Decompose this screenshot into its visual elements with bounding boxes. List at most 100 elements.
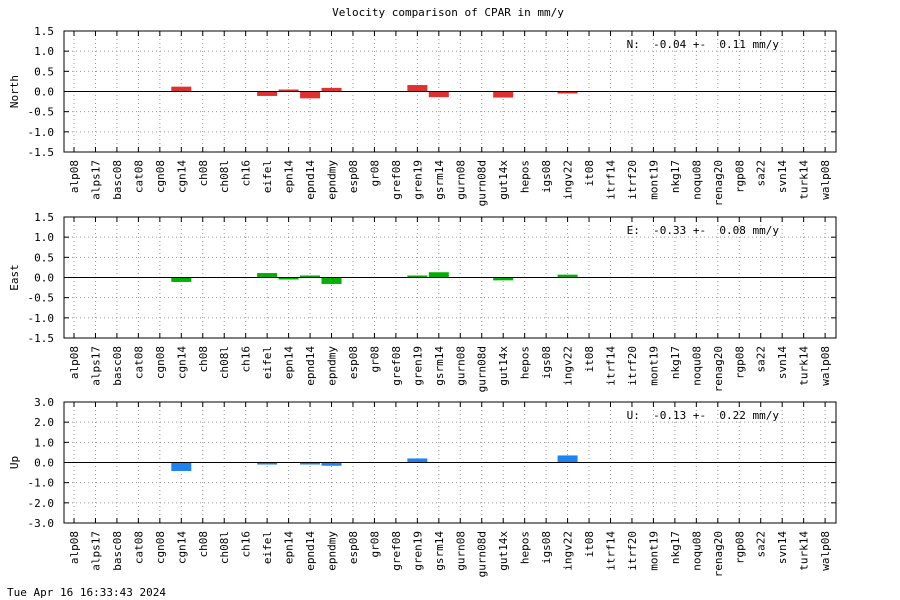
x-tick-label: gurn08 [454,346,467,386]
y-tick-label: 0.0 [34,457,54,470]
x-tick-label: cgn14 [175,160,188,193]
y-tick-label: 2.0 [34,416,54,429]
x-tick-label: gsrm14 [433,531,446,571]
x-tick-label: sa22 [755,160,768,187]
x-tick-label: hepos [519,346,532,379]
x-tick-label: esp08 [347,346,360,379]
x-tick-label: epnd14 [304,346,317,386]
y-tick-label: -3.0 [28,517,55,530]
bar-cgn14 [171,277,192,282]
x-tick-label: noqu08 [690,346,703,386]
x-tick-label: cat08 [132,160,145,193]
x-tick-label: alp08 [68,160,81,193]
x-tick-label: basc08 [111,531,124,571]
x-tick-label: ch08 [197,531,210,558]
bar-gut14x [493,91,514,98]
y-axis-label: North [8,75,21,108]
y-tick-label: 0.5 [34,251,54,264]
y-tick-label: 1.5 [34,25,54,38]
x-tick-label: igs08 [540,346,553,379]
bar-gsrm14 [428,91,449,98]
x-tick-label: it08 [583,346,596,373]
plot-frame [63,30,837,153]
y-tick-label: -1.0 [28,477,55,490]
x-tick-label: itrf14 [605,531,618,571]
x-tick-label: eifel [261,346,274,379]
x-tick-label: itrf20 [626,346,639,386]
x-tick-label: cgn08 [154,160,167,193]
x-tick-label: ingv22 [562,346,575,386]
x-tick-label: alp08 [68,531,81,564]
x-tick-label: rgp08 [733,160,746,193]
bar-cgn14 [171,462,192,471]
x-tick-label: gurn08 [454,531,467,571]
x-tick-label: walp08 [819,531,832,571]
y-tick-label: 1.0 [34,231,54,244]
bar-epnd14 [300,275,321,278]
x-tick-label: epnd14 [304,531,317,571]
x-tick-label: it08 [583,160,596,187]
y-tick-label: 1.0 [34,45,54,58]
panel-east: -1.5 -1.0 -0.5 0.0 0.5 1.0 1.5 alp08 alps17 basc0… [8,211,837,392]
timestamp-footer: Tue Apr 16 16:33:43 2024 [7,586,166,599]
bar-ingv22 [557,455,578,463]
x-tick-label: sa22 [755,531,768,558]
y-tick-label: 0.0 [34,86,54,99]
x-tick-label: walp08 [819,346,832,386]
bar-eifel [257,91,278,96]
bar-epndmy [321,277,342,284]
x-tick-label: basc08 [111,346,124,386]
x-tick-label: gren19 [411,346,424,386]
x-tick-label: gurn08d [476,160,489,206]
x-tick-label: epndmy [326,346,339,386]
x-tick-label: gren19 [411,160,424,200]
y-tick-label: -0.5 [28,292,55,305]
x-tick-label: turk14 [798,531,811,571]
x-tick-label: nkg17 [669,160,682,193]
y-tick-label: 1.0 [34,436,54,449]
x-tick-label: svn14 [776,531,789,564]
x-tick-label: esp08 [347,531,360,564]
x-tick-label: alps17 [89,531,102,571]
x-tick-label: rgp08 [733,531,746,564]
x-tick-label: cat08 [132,531,145,564]
bar-epn14 [278,277,299,280]
x-tick-label: igs08 [540,160,553,193]
bar-gren19 [407,275,428,278]
x-tick-label: gref08 [390,346,403,386]
x-tick-label: gr08 [368,160,381,187]
x-tick-label: epn14 [283,346,296,379]
x-tick-label: cat08 [132,346,145,379]
x-tick-label: renag20 [712,531,725,577]
x-tick-label: gsrm14 [433,346,446,386]
x-tick-label: alps17 [89,346,102,386]
x-tick-label: itrf14 [605,346,618,386]
bar-ingv22 [557,91,578,94]
x-tick-label: eifel [261,160,274,193]
x-tick-label: alp08 [68,346,81,379]
plot-frame [63,216,837,339]
x-tick-label: gut14x [497,160,510,200]
x-tick-label: noqu08 [690,531,703,571]
x-tick-label: gref08 [390,531,403,571]
x-tick-label: sa22 [755,346,768,373]
x-tick-label: ch16 [240,160,253,187]
x-tick-label: gr08 [368,346,381,373]
x-tick-label: gsrm14 [433,160,446,200]
bar-gren19 [407,458,428,463]
chart-title: Velocity comparison of CPAR in mm/y [332,6,564,19]
bar-gren19 [407,85,428,92]
x-tick-label: epndmy [326,531,339,571]
x-tick-label: ch16 [240,531,253,558]
x-tick-label: gref08 [390,160,403,200]
x-tick-label: epn14 [283,531,296,564]
x-tick-label: ch08l [218,531,231,564]
x-tick-label: renag20 [712,160,725,206]
x-tick-label: renag20 [712,346,725,392]
x-tick-label: gurn08d [476,346,489,392]
x-tick-label: esp08 [347,160,360,193]
x-tick-label: alps17 [89,160,102,200]
bar-gut14x [493,277,514,281]
x-tick-label: itrf20 [626,160,639,200]
